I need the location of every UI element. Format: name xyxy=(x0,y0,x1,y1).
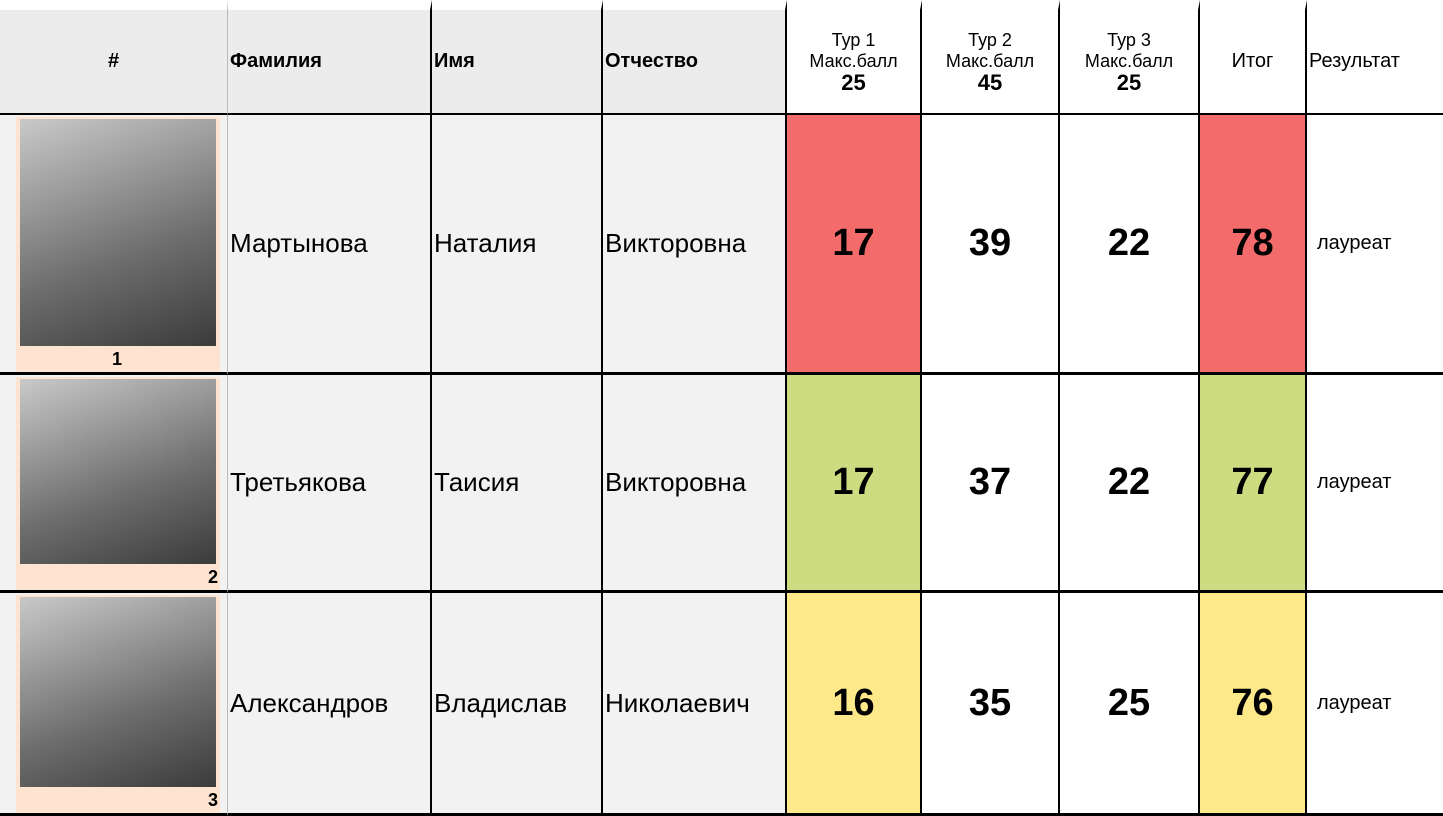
round-max-label: Макс.балл xyxy=(1085,51,1173,72)
rank: 1 xyxy=(112,349,122,370)
results-table: # Фамилия Имя Отчество Тур 1 Макс.балл 2… xyxy=(0,0,1443,816)
round-score: 17 xyxy=(787,115,922,375)
round-label: Тур 2 xyxy=(968,30,1012,51)
patronymic: Викторовна xyxy=(603,115,787,375)
surname: Александров xyxy=(228,593,432,816)
round-score: 17 xyxy=(787,375,922,593)
header-round: Тур 2 Макс.балл 45 xyxy=(922,0,1060,115)
photo-frame: 1 xyxy=(16,117,220,372)
photo xyxy=(20,119,216,346)
header-name: Имя xyxy=(432,0,603,115)
round-max: 25 xyxy=(1117,72,1141,93)
round-score: 16 xyxy=(787,593,922,816)
total: 77 xyxy=(1200,375,1307,593)
photo-frame: 2 xyxy=(16,377,220,590)
photo xyxy=(20,597,216,787)
photo-cell: 3 xyxy=(0,593,228,816)
surname: Третьякова xyxy=(228,375,432,593)
round-max: 25 xyxy=(841,72,865,93)
patronymic: Викторовна xyxy=(603,375,787,593)
photo xyxy=(20,379,216,564)
photo-cell: 1 xyxy=(0,115,228,375)
header-patronymic: Отчество xyxy=(603,0,787,115)
round-score: 22 xyxy=(1060,115,1200,375)
header-total: Итог xyxy=(1200,0,1307,115)
photo-cell: 2 xyxy=(0,375,228,593)
surname: Мартынова xyxy=(228,115,432,375)
round-score: 35 xyxy=(922,593,1060,816)
first-name: Таисия xyxy=(432,375,603,593)
photo-frame: 3 xyxy=(16,595,220,813)
header-result: Результат xyxy=(1307,0,1443,115)
rank: 3 xyxy=(208,790,218,811)
header-round: Тур 3 Макс.балл 25 xyxy=(1060,0,1200,115)
round-label: Тур 3 xyxy=(1107,30,1151,51)
header-round: Тур 1 Макс.балл 25 xyxy=(787,0,922,115)
first-name: Наталия xyxy=(432,115,603,375)
round-max-label: Макс.балл xyxy=(809,51,897,72)
total: 78 xyxy=(1200,115,1307,375)
round-max-label: Макс.балл xyxy=(946,51,1034,72)
round-score: 39 xyxy=(922,115,1060,375)
header-surname: Фамилия xyxy=(228,0,432,115)
first-name: Владислав xyxy=(432,593,603,816)
result: лауреат xyxy=(1307,593,1443,816)
rank: 2 xyxy=(208,567,218,588)
round-label: Тур 1 xyxy=(832,30,876,51)
round-score: 22 xyxy=(1060,375,1200,593)
round-score: 25 xyxy=(1060,593,1200,816)
header-rank: # xyxy=(0,0,228,115)
round-max: 45 xyxy=(978,72,1002,93)
result: лауреат xyxy=(1307,115,1443,375)
page: # Фамилия Имя Отчество Тур 1 Макс.балл 2… xyxy=(0,0,1443,816)
result: лауреат xyxy=(1307,375,1443,593)
round-score: 37 xyxy=(922,375,1060,593)
total: 76 xyxy=(1200,593,1307,816)
patronymic: Николаевич xyxy=(603,593,787,816)
